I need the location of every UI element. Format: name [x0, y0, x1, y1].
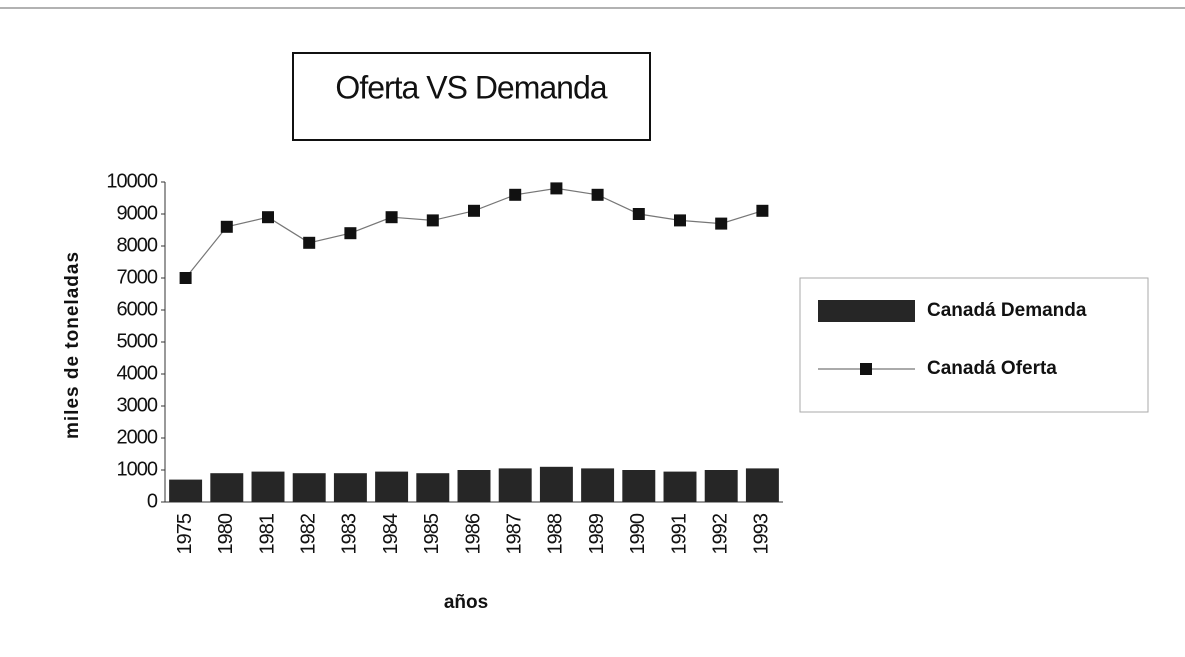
x-tick-label: 1989	[586, 513, 608, 554]
bar	[745, 468, 779, 502]
legend-label: Canadá Demanda	[927, 300, 1087, 321]
line-marker	[509, 188, 522, 201]
line-marker	[262, 211, 274, 224]
x-tick-label: 1991	[668, 513, 690, 554]
bar	[663, 471, 697, 502]
line-marker	[385, 211, 398, 224]
line-marker	[344, 227, 357, 240]
x-tick-label: 1984	[380, 513, 402, 554]
line-marker	[756, 204, 769, 217]
y-tick-label: 9000	[117, 202, 158, 224]
x-axis-label: años	[444, 592, 488, 613]
y-tick-label: 10000	[106, 170, 157, 192]
bar	[210, 473, 244, 502]
x-tick-label: 1985	[421, 513, 443, 554]
y-tick-label: 2000	[117, 426, 158, 448]
y-tick-label: 6000	[117, 298, 158, 320]
bar	[704, 470, 738, 502]
bar	[375, 471, 409, 502]
x-tick-label: 1990	[627, 513, 649, 554]
legend-swatch	[818, 300, 915, 322]
legend-box	[799, 277, 1149, 413]
chart-title: Oferta VS Demanda	[335, 69, 607, 105]
bar	[169, 479, 203, 502]
line-marker	[591, 188, 604, 201]
bar	[292, 473, 326, 502]
bar	[457, 470, 491, 502]
x-tick-label: 1975	[174, 513, 196, 554]
legend-marker	[860, 363, 872, 375]
x-tick-label: 1980	[215, 513, 237, 554]
x-tick-label: 1988	[545, 513, 567, 554]
y-tick-label: 1000	[117, 458, 158, 480]
x-tick-label: 1983	[339, 513, 361, 554]
x-tick-label: 1993	[751, 513, 773, 554]
y-tick-label: 5000	[117, 330, 158, 352]
y-tick-label: 0	[147, 490, 158, 512]
y-axis-label: miles de toneladas	[62, 251, 83, 439]
y-tick-label: 3000	[117, 394, 158, 416]
y-tick-label: 4000	[117, 362, 158, 384]
title-box	[292, 52, 651, 141]
line-marker	[468, 204, 480, 217]
y-tick-label: 8000	[117, 234, 158, 256]
line-marker	[426, 214, 439, 227]
bar	[333, 473, 367, 502]
legend-label: Canadá Oferta	[927, 358, 1057, 379]
y-tick-label: 7000	[117, 266, 158, 288]
bar	[416, 473, 450, 502]
line	[185, 187, 763, 279]
line-marker	[674, 214, 686, 227]
line-marker	[632, 208, 645, 220]
bar	[622, 470, 656, 502]
line-marker	[715, 217, 728, 230]
x-tick-label: 1987	[503, 513, 525, 554]
bar	[539, 466, 573, 502]
x-tick-label: 1981	[256, 513, 278, 554]
bar	[251, 471, 285, 502]
x-tick-label: 1992	[709, 513, 731, 554]
bar	[581, 468, 615, 502]
bar	[498, 468, 532, 502]
x-tick-label: 1986	[462, 513, 484, 554]
line-marker	[303, 236, 316, 249]
line-marker	[550, 182, 563, 195]
x-tick-label: 1982	[297, 513, 319, 554]
line-marker	[179, 272, 192, 284]
line-marker	[220, 220, 233, 233]
